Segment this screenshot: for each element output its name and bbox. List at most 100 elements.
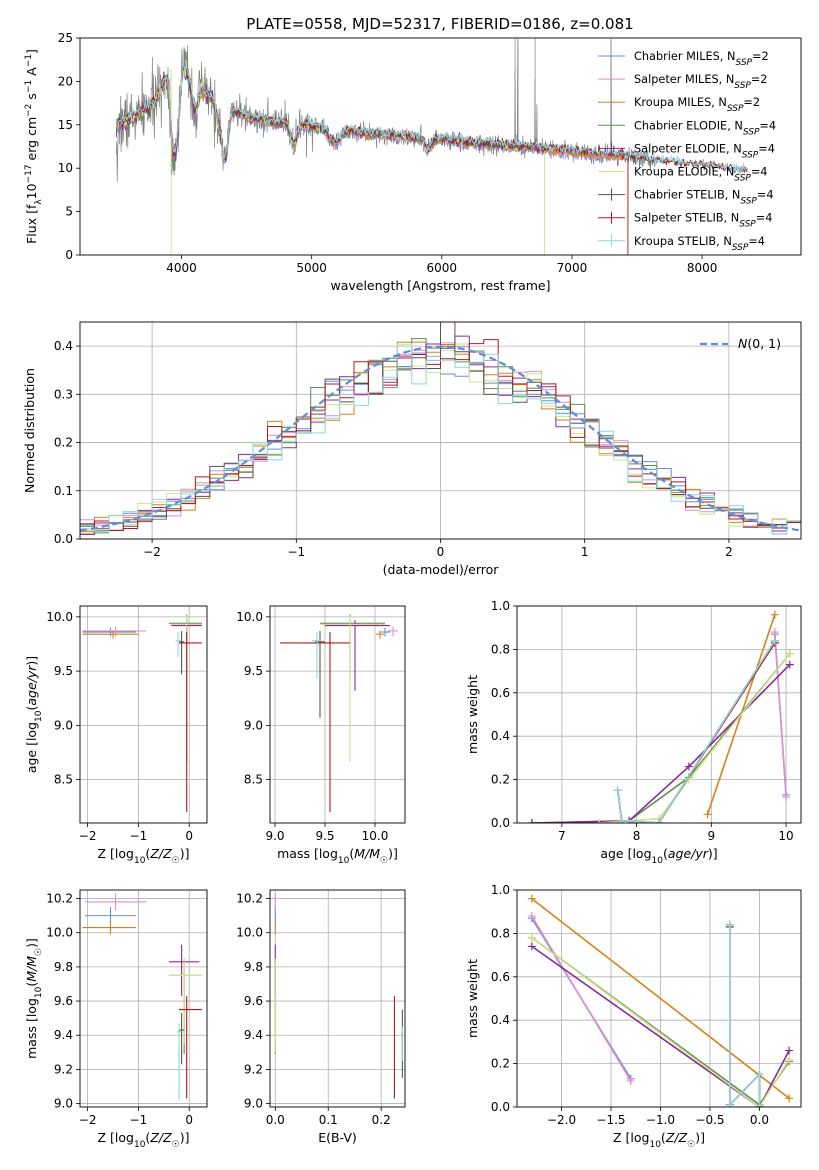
- label-part: =4: [748, 235, 765, 248]
- axes-frame: [79, 37, 802, 256]
- label-part: Z [log: [98, 1130, 134, 1145]
- x-tick-label: 0.1: [319, 1113, 338, 1127]
- label-part: (: [661, 1130, 666, 1145]
- weight-marker: [655, 819, 663, 823]
- axes-frame: [516, 605, 802, 824]
- weight-line-salpeter-miles: [774, 631, 787, 798]
- weight-marker: [725, 920, 734, 929]
- legend-label: N(0, 1): [738, 336, 781, 351]
- legend-label: Kroupa ELODIE, NSSP=4: [634, 166, 768, 184]
- weight-marker: [785, 1046, 794, 1055]
- label-part: ☉: [172, 1140, 180, 1150]
- label-part: SSP: [742, 150, 759, 160]
- label-part: Salpeter STELIB, N: [634, 212, 739, 225]
- plot-area-spectrum: [115, 38, 748, 255]
- label-part: Chabrier MILES, N: [634, 50, 735, 63]
- weight-marker: [626, 1076, 635, 1085]
- label-part: 10: [34, 986, 44, 998]
- label-part: )]: [180, 846, 190, 861]
- label-part: mass [log: [24, 998, 39, 1059]
- label-part: E(B-V): [318, 1130, 357, 1145]
- legend-label: Chabrier MILES, NSSP=2: [634, 50, 769, 68]
- x-tick-label: 8000: [687, 261, 718, 275]
- weight-marker: [595, 819, 604, 823]
- plot-area-mass_vs_Z: [82, 893, 202, 1101]
- weight-line-salpeter-elodie: [531, 945, 790, 1107]
- label-part: )]: [180, 1130, 190, 1145]
- y-tick-label: 10.0: [46, 926, 73, 940]
- label-part: ☉: [172, 856, 180, 866]
- axes-frame: [269, 889, 406, 1108]
- label-part: SSP: [734, 81, 751, 91]
- label-part: =4: [759, 119, 776, 132]
- weight-marker: [527, 819, 536, 823]
- x-tick-label: 1: [581, 545, 589, 559]
- label-part: =4: [751, 166, 768, 179]
- y-tick-label: 0.6: [491, 686, 510, 700]
- label-part: )]: [695, 1130, 705, 1145]
- x-tick-label: −2.0: [547, 1113, 576, 1127]
- y-tick-label: 10.0: [236, 926, 263, 940]
- data-spectrum-line: [116, 39, 658, 183]
- y-tick-label: 9.8: [54, 960, 73, 974]
- label-part: −2: [24, 104, 34, 117]
- label-part: 10: [338, 856, 350, 866]
- label-part: ☉: [687, 1140, 695, 1150]
- label-part: λ: [34, 199, 44, 205]
- label-part: Salpeter MILES, N: [634, 73, 734, 86]
- label-part: Chabrier STELIB, N: [634, 189, 740, 202]
- label-part: ☉: [34, 948, 44, 956]
- label-part: (: [663, 846, 668, 861]
- weight-marker: [785, 1055, 794, 1064]
- y-tick-label: 10.2: [46, 892, 73, 906]
- label-part: )]: [24, 656, 39, 666]
- y-tick-label: 9.4: [54, 1028, 73, 1042]
- plot-area-weight_vs_Z: [527, 894, 794, 1107]
- y-axis-label: mass [log10(M/M☉)]: [24, 938, 44, 1059]
- label-part: (: [24, 982, 39, 987]
- x-axis-label: age [log10(age/yr)]: [600, 846, 717, 866]
- x-axis-label: Z [log10(Z/Z☉)]: [613, 1130, 705, 1150]
- weight-marker: [770, 628, 779, 637]
- label-part: =4: [757, 189, 774, 202]
- x-axis-label: (data-model)/error: [383, 562, 500, 577]
- axis-weight_vs_Z: −2.0 −1.5 −1.0 −0.5 0.0 0.0 0.2 0.4 0.6 0.8 1.0 Z […: [465, 883, 769, 1150]
- weight-marker: [770, 636, 779, 645]
- x-tick-label: −1: [287, 545, 305, 559]
- x-tick-label: 0: [185, 829, 193, 843]
- axis-age_vs_mass: 9.0 9.5 10.0 8.5 9.0 9.5 10.0 mass [log10(M/M☉)…: [236, 610, 398, 866]
- x-tick-label: 6000: [427, 261, 458, 275]
- label-part: Z/Z: [149, 1130, 172, 1145]
- weight-marker: [703, 810, 712, 819]
- x-tick-label: 10.0: [362, 829, 389, 843]
- plot-area-age_vs_Z: [82, 614, 202, 813]
- label-part: (0, 1): [747, 336, 781, 351]
- x-tick-label: 9.0: [265, 829, 284, 843]
- x-axis-label: Z [log10(Z/Z☉)]: [98, 846, 190, 866]
- y-tick-label: 0.0: [491, 816, 510, 830]
- legend-label: Kroupa STELIB, NSSP=4: [634, 235, 765, 253]
- label-part: SSP: [743, 127, 760, 137]
- weight-marker: [725, 1100, 734, 1107]
- y-tick-label: 10.2: [236, 892, 263, 906]
- y-tick-label: 0.2: [491, 773, 510, 787]
- weight-marker: [527, 942, 536, 951]
- label-part: 10: [134, 856, 146, 866]
- weight-marker: [613, 786, 622, 795]
- label-part: (: [349, 846, 354, 861]
- x-tick-label: 10: [778, 829, 793, 843]
- x-tick-label: 0.0: [266, 1113, 285, 1127]
- label-part: (data-model)/error: [383, 562, 500, 577]
- y-axis-label: Normed distribution: [22, 368, 37, 493]
- weight-marker: [770, 610, 779, 619]
- axes-age_vs_mass: 9.0 9.5 10.0 8.5 9.0 9.5 10.0 mass [log10(M/M☉)…: [236, 605, 406, 866]
- legend-label: Chabrier STELIB, NSSP=4: [634, 189, 774, 207]
- label-part: s: [24, 93, 39, 104]
- y-tick-label: 25: [58, 31, 73, 45]
- y-tick-label: 0.1: [54, 484, 73, 498]
- y-tick-label: 9.0: [244, 1097, 263, 1111]
- label-part: Flux [f: [24, 204, 39, 244]
- weight-line-salpeter-miles: [531, 915, 632, 1082]
